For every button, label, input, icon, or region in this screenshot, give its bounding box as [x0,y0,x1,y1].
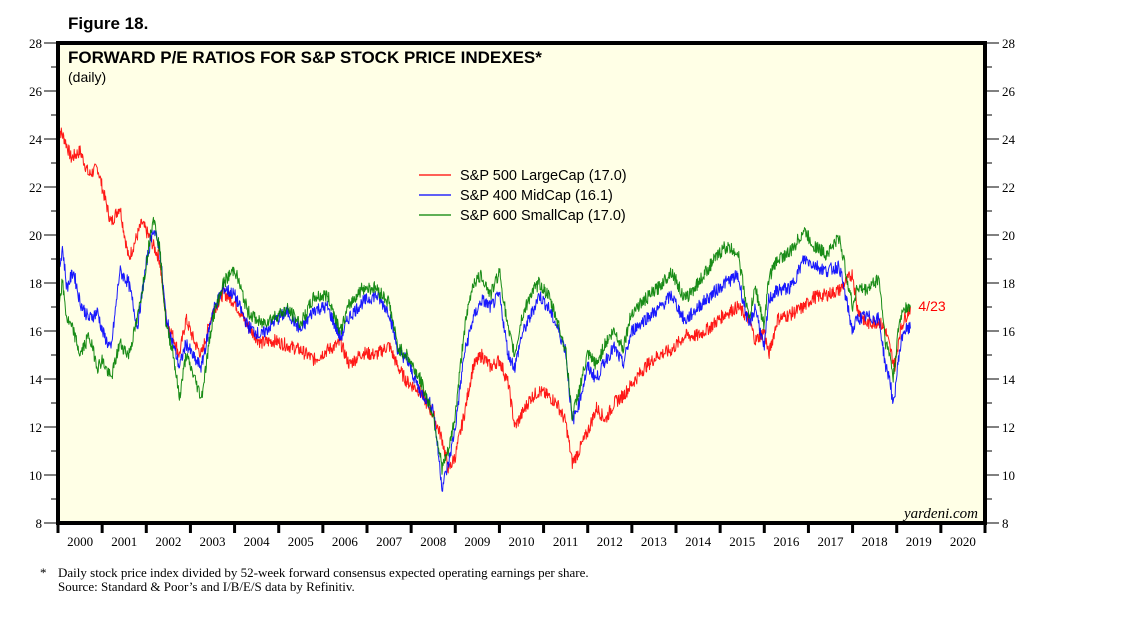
x-tick-label: 2015 [729,534,755,549]
y-tick-label-left: 28 [29,36,42,51]
pe-ratio-chart: 8 10 12 14 16 18 20 22 24 26 28 8 10 12 14 16 18 20 22 24 2… [29,36,1016,549]
y-tick-label-right: 8 [1002,516,1009,531]
y-tick-label-left: 8 [36,516,43,531]
x-tick-label: 2008 [420,534,446,549]
last-date-annotation: 4/23 [918,298,945,314]
chart-title: FORWARD P/E RATIOS FOR S&P STOCK PRICE I… [68,48,542,67]
y-tick-label-right: 24 [1002,132,1016,147]
y-tick-label-right: 12 [1002,420,1015,435]
y-tick-label-left: 16 [29,324,43,339]
x-tick-label: 2012 [597,534,623,549]
x-tick-label: 2001 [111,534,137,549]
x-tick-label: 2013 [641,534,667,549]
legend-label: S&P 600 SmallCap (17.0) [460,208,626,224]
legend: S&P 500 LargeCap (17.0) S&P 400 MidCap (1… [419,168,627,224]
y-tick-label-right: 22 [1002,180,1015,195]
x-tick-label: 2014 [685,534,712,549]
x-axis: 2000 2001 2002 2003 2004 2005 2006 2007 2008 2009… [56,523,987,549]
footnote-definition: Daily stock price index divided by 52-we… [58,565,589,580]
x-tick-label: 2010 [509,534,535,549]
chart-subtitle: (daily) [68,69,106,85]
y-tick-label-left: 20 [29,228,42,243]
x-tick-label: 2005 [288,534,314,549]
x-tick-label: 2003 [200,534,226,549]
y-tick-label-left: 14 [29,372,43,387]
y-tick-label-left: 24 [29,132,43,147]
series-line-2 [57,216,911,475]
y-tick-label-right: 14 [1002,372,1016,387]
footnote-source: Source: Standard & Poor’s and I/B/E/S da… [58,579,355,594]
legend-label: S&P 400 MidCap (16.1) [460,188,613,204]
x-tick-label: 2006 [332,534,359,549]
plot-background [58,43,985,523]
x-tick-label: 2000 [67,534,93,549]
series-lines [57,126,911,492]
y-tick-label-right: 28 [1002,36,1015,51]
x-tick-label: 2016 [773,534,800,549]
y-tick-label-left: 10 [29,468,42,483]
x-tick-label: 2019 [906,534,932,549]
x-tick-label: 2011 [553,534,579,549]
series-line-0 [58,126,911,474]
y-axis-left: 8 10 12 14 16 18 20 22 24 26 28 [29,36,58,531]
y-tick-label-right: 20 [1002,228,1015,243]
series-line-1 [57,228,911,492]
x-tick-label: 2020 [950,534,976,549]
y-tick-label-left: 12 [29,420,42,435]
x-tick-label: 2018 [862,534,888,549]
x-tick-label: 2017 [818,534,845,549]
x-tick-label: 2002 [155,534,181,549]
x-tick-label: 2007 [376,534,403,549]
yardeni-watermark: yardeni.com [902,506,978,522]
footnote: * Daily stock price index divided by 52-w… [40,566,589,594]
y-tick-label-left: 26 [29,84,43,99]
y-tick-label-left: 18 [29,276,42,291]
legend-label: S&P 500 LargeCap (17.0) [460,168,627,184]
y-tick-label-right: 16 [1002,324,1016,339]
x-tick-label: 2009 [464,534,490,549]
figure-label: Figure 18. [68,14,149,33]
x-tick-label: 2004 [244,534,271,549]
y-tick-label-right: 10 [1002,468,1015,483]
footnote-marker: * [40,565,47,580]
y-tick-label-right: 18 [1002,276,1015,291]
y-axis-right: 8 10 12 14 16 18 20 22 24 26 28 [985,36,1016,531]
y-tick-label-right: 26 [1002,84,1016,99]
plot-frame [56,41,987,525]
y-tick-label-left: 22 [29,180,42,195]
